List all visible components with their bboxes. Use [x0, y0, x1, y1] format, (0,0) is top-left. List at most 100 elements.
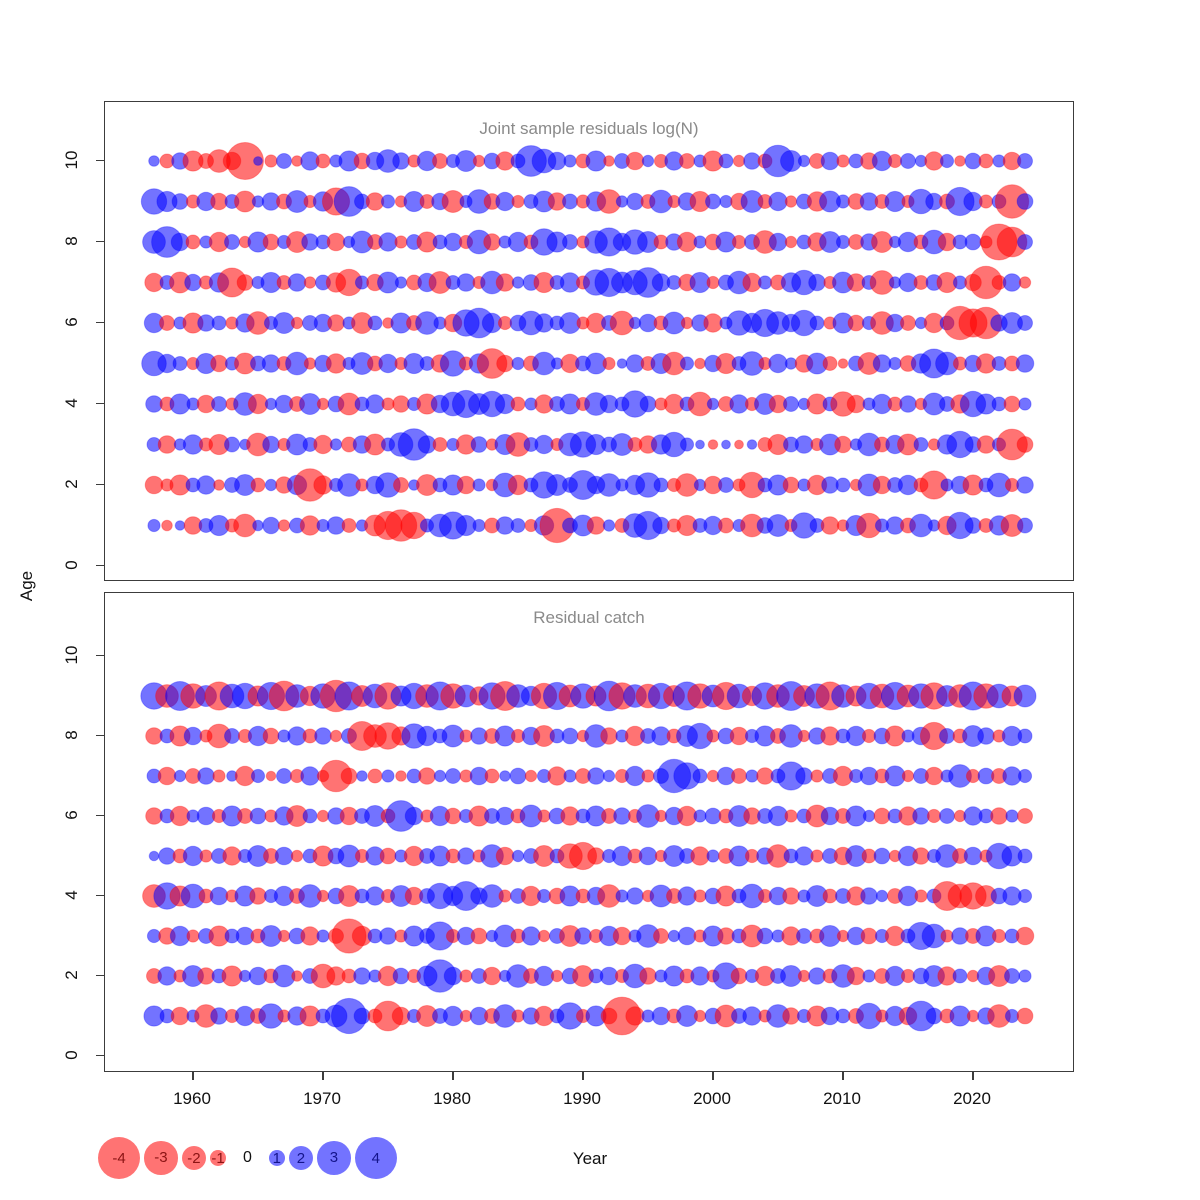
residual-bubble — [211, 315, 227, 331]
x-tick-mark — [582, 1072, 584, 1080]
residual-bubble — [499, 770, 511, 782]
residual-bubble — [784, 195, 798, 208]
residual-bubble — [161, 519, 173, 532]
residual-bubble — [1016, 1007, 1034, 1025]
residual-bubble — [483, 233, 501, 251]
y-tick-label: 0 — [62, 1050, 81, 1060]
x-tick-mark — [972, 1072, 974, 1080]
residual-bubble — [148, 155, 160, 167]
x-tick-mark — [322, 1072, 324, 1080]
residual-bubble — [756, 927, 774, 945]
residual-bubble — [144, 475, 164, 495]
residual-bubble — [899, 395, 917, 413]
residual-bubble — [236, 274, 254, 291]
residual-bubble — [537, 809, 551, 823]
residual-bubble — [693, 809, 707, 823]
residual-bubble — [184, 273, 202, 292]
residual-bubble — [834, 435, 852, 454]
residual-bubble — [768, 191, 788, 212]
residual-bubble — [393, 477, 409, 493]
x-tick-mark — [842, 1072, 844, 1080]
residual-bubble — [888, 356, 902, 371]
x-tick-label: 1970 — [303, 1089, 341, 1108]
residual-bubble — [693, 235, 707, 249]
residual-bubble — [952, 968, 968, 984]
residual-bubble — [172, 356, 188, 371]
residual-bubble — [495, 846, 515, 866]
residual-bubble — [457, 847, 475, 865]
residual-bubble — [1015, 926, 1035, 946]
residual-bubble — [1016, 193, 1034, 210]
residual-bubble — [613, 807, 631, 825]
residual-bubble — [990, 807, 1008, 825]
residual-bubble — [252, 519, 264, 532]
residual-bubble — [432, 153, 448, 169]
residual-bubble — [511, 849, 525, 863]
residual-bubble — [718, 477, 734, 493]
y-tick-mark — [96, 483, 104, 485]
y-tick-mark — [96, 402, 104, 404]
residual-bubble — [392, 152, 410, 170]
residual-bubble — [1016, 436, 1034, 453]
legend-bubble: 1 — [268, 1150, 285, 1167]
residual-bubble — [356, 770, 368, 782]
residual-bubble — [860, 887, 878, 905]
residual-bubble — [211, 396, 227, 412]
residual-bubble — [316, 889, 330, 903]
residual-bubble — [1017, 315, 1033, 331]
y-tick-label: 10 — [62, 150, 81, 170]
residual-bubble — [250, 768, 266, 784]
residual-bubble — [587, 767, 605, 785]
residual-bubble — [706, 275, 720, 290]
residual-bubble — [782, 1007, 800, 1025]
residual-bubble — [533, 965, 555, 987]
x-tick-mark — [452, 1072, 454, 1080]
residual-bubble — [442, 1005, 464, 1027]
residual-bubble — [186, 929, 200, 943]
residual-bubble — [873, 847, 891, 865]
residual-bubble — [456, 273, 476, 292]
residual-bubble — [1018, 969, 1032, 983]
residual-bubble — [796, 928, 812, 944]
residual-bubble — [732, 154, 746, 168]
residual-bubble — [392, 967, 410, 985]
residual-bubble — [472, 518, 486, 533]
x-tick-label: 1990 — [563, 1089, 601, 1108]
residual-bubble — [846, 966, 866, 986]
residual-bubble — [303, 276, 317, 289]
residual-bubble — [287, 273, 307, 292]
residual-bubble — [159, 315, 175, 331]
residual-bubble — [574, 927, 592, 945]
residual-bubble — [964, 233, 982, 251]
residual-bubble — [978, 194, 994, 209]
residual-bubble — [822, 356, 838, 371]
residual-bubble — [731, 234, 747, 250]
y-tick-label: 10 — [62, 645, 81, 665]
residual-bubble — [734, 439, 744, 450]
residual-bubble — [991, 356, 1007, 371]
residual-bubble — [472, 478, 486, 492]
residual-bubble — [226, 142, 264, 180]
x-tick-mark — [192, 1072, 194, 1080]
residual-bubble — [913, 437, 929, 452]
legend-bubble: 4 — [354, 1136, 397, 1180]
x-tick-label: 2010 — [823, 1089, 861, 1108]
residual-bubble — [277, 519, 291, 532]
residual-bubble — [615, 195, 629, 208]
residual-bubble — [250, 477, 266, 493]
residual-bubble — [638, 846, 658, 866]
residual-bubble — [653, 928, 669, 944]
residual-bubble — [148, 850, 160, 862]
residual-bubble — [380, 194, 396, 209]
residual-bubble — [695, 439, 705, 450]
residual-bubble — [262, 435, 280, 454]
legend-bubble: 2 — [288, 1145, 314, 1171]
residual-bubble — [314, 727, 332, 745]
y-tick-label: 2 — [62, 479, 81, 489]
x-tick-label: 2000 — [693, 1089, 731, 1108]
residual-bubble — [394, 276, 408, 289]
residual-bubble — [1018, 276, 1032, 289]
residual-bubble — [326, 232, 346, 252]
bubble-size-legend: -4 -3 -2 -1 0 1 2 3 4 — [98, 1132, 397, 1184]
residual-bubble — [418, 767, 436, 785]
